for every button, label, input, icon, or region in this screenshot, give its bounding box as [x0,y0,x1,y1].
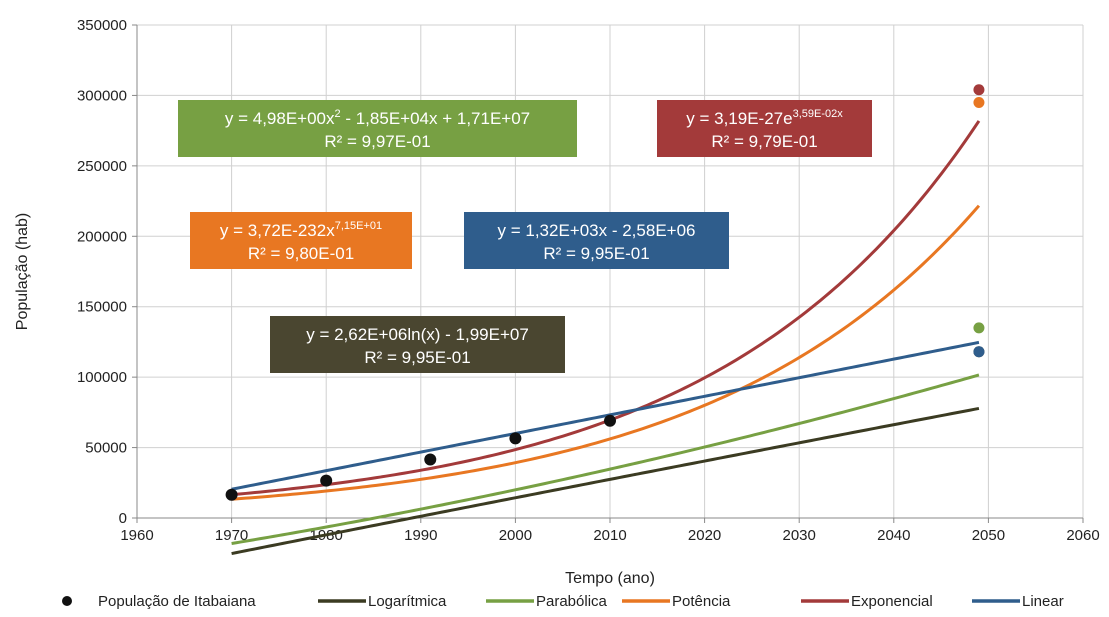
x-tick-label: 1990 [404,527,437,544]
x-tick-label: 1960 [120,527,153,544]
r-squared-text: R² = 9,97E-01 [324,132,430,151]
equation-text: y = 1,32E+03x - 2,58E+06 [497,221,695,240]
legend-marker-observed [62,596,72,606]
trend-line-linear [231,340,980,491]
equation-text: y = 2,62E+06ln(x) - 1,99E+07 [306,325,529,344]
equation-box: y = 1,32E+03x - 2,58E+06 R² = 9,95E-01 [464,212,729,269]
equation-text: y = 4,98E+00x2 - 1,85E+04x + 1,71E+07 [225,108,530,128]
population-point [604,414,616,427]
legend: População de Itabaiana Logarítmica Paraból… [62,593,1064,610]
y-tick-label: 50000 [85,440,127,457]
legend-label: Linear [1022,593,1064,610]
equation-box: y = 3,72E-232x7,15E+01 R² = 9,80E-01 [190,212,412,269]
population-point [424,453,437,466]
population-point [509,432,522,445]
y-tick-label: 300000 [77,87,127,104]
axes: 0 50000 100000 150000 200000 250000 300000 3500… [77,17,1100,544]
x-tick-label: 2040 [877,527,910,544]
equation-box: y = 4,98E+00x2 - 1,85E+04x + 1,71E+07 R² … [178,100,577,157]
r-squared-text: R² = 9,95E-01 [543,244,649,263]
equation-box: y = 2,62E+06ln(x) - 1,99E+07 R² = 9,95E-0… [270,316,565,373]
legend-label: Potência [672,593,731,610]
equation-box: y = 3,19E-27e3,59E-02x R² = 9,79E-01 [657,100,872,157]
equation-box-bg [464,212,729,269]
x-tick-label: 2030 [783,527,816,544]
equation-boxes: y = 4,98E+00x2 - 1,85E+04x + 1,71E+07 R² … [178,100,872,373]
x-tick-label: 2000 [499,527,532,544]
trend-end-point [973,84,985,96]
x-tick-label: 1970 [215,527,248,544]
population-point [225,488,238,501]
trend-end-point [973,96,985,108]
r-squared-text: R² = 9,80E-01 [248,244,354,263]
equation-text: y = 3,19E-27e3,59E-02x [686,108,843,128]
y-tick-label: 350000 [77,17,127,34]
legend-label: Logarítmica [368,593,447,610]
y-tick-label: 150000 [77,299,127,316]
x-axis-title: Tempo (ano) [565,570,655,587]
population-point [320,474,333,487]
equation-box-bg [657,100,872,157]
equation-box-bg [270,316,565,373]
r-squared-text: R² = 9,79E-01 [711,132,817,151]
trend-line-parabolica [231,373,980,545]
x-tick-label: 2050 [972,527,1005,544]
y-tick-label: 100000 [77,369,127,386]
y-tick-label: 250000 [77,158,127,175]
trend-end-point [973,346,985,358]
trend-end-point [973,322,985,334]
y-tick-label: 0 [119,510,127,527]
equation-box-bg [190,212,412,269]
legend-label: Exponencial [851,593,933,610]
x-tick-label: 2060 [1066,527,1099,544]
y-tick-label: 200000 [77,228,127,245]
equation-box-bg [178,100,577,157]
x-tick-label: 2010 [593,527,626,544]
trend-line-exponencial [231,120,981,497]
r-squared-text: R² = 9,95E-01 [364,348,470,367]
equation-text: y = 3,72E-232x7,15E+01 [220,220,382,240]
gridlines [136,24,1084,519]
trend-line-logaritmica [231,406,980,556]
data-points [225,414,616,501]
legend-label: População de Itabaiana [98,593,256,610]
legend-label: Parabólica [536,593,608,610]
y-axis-title: População (hab) [14,213,31,330]
x-tick-label: 2020 [688,527,721,544]
trend-line-potencia [231,204,981,501]
